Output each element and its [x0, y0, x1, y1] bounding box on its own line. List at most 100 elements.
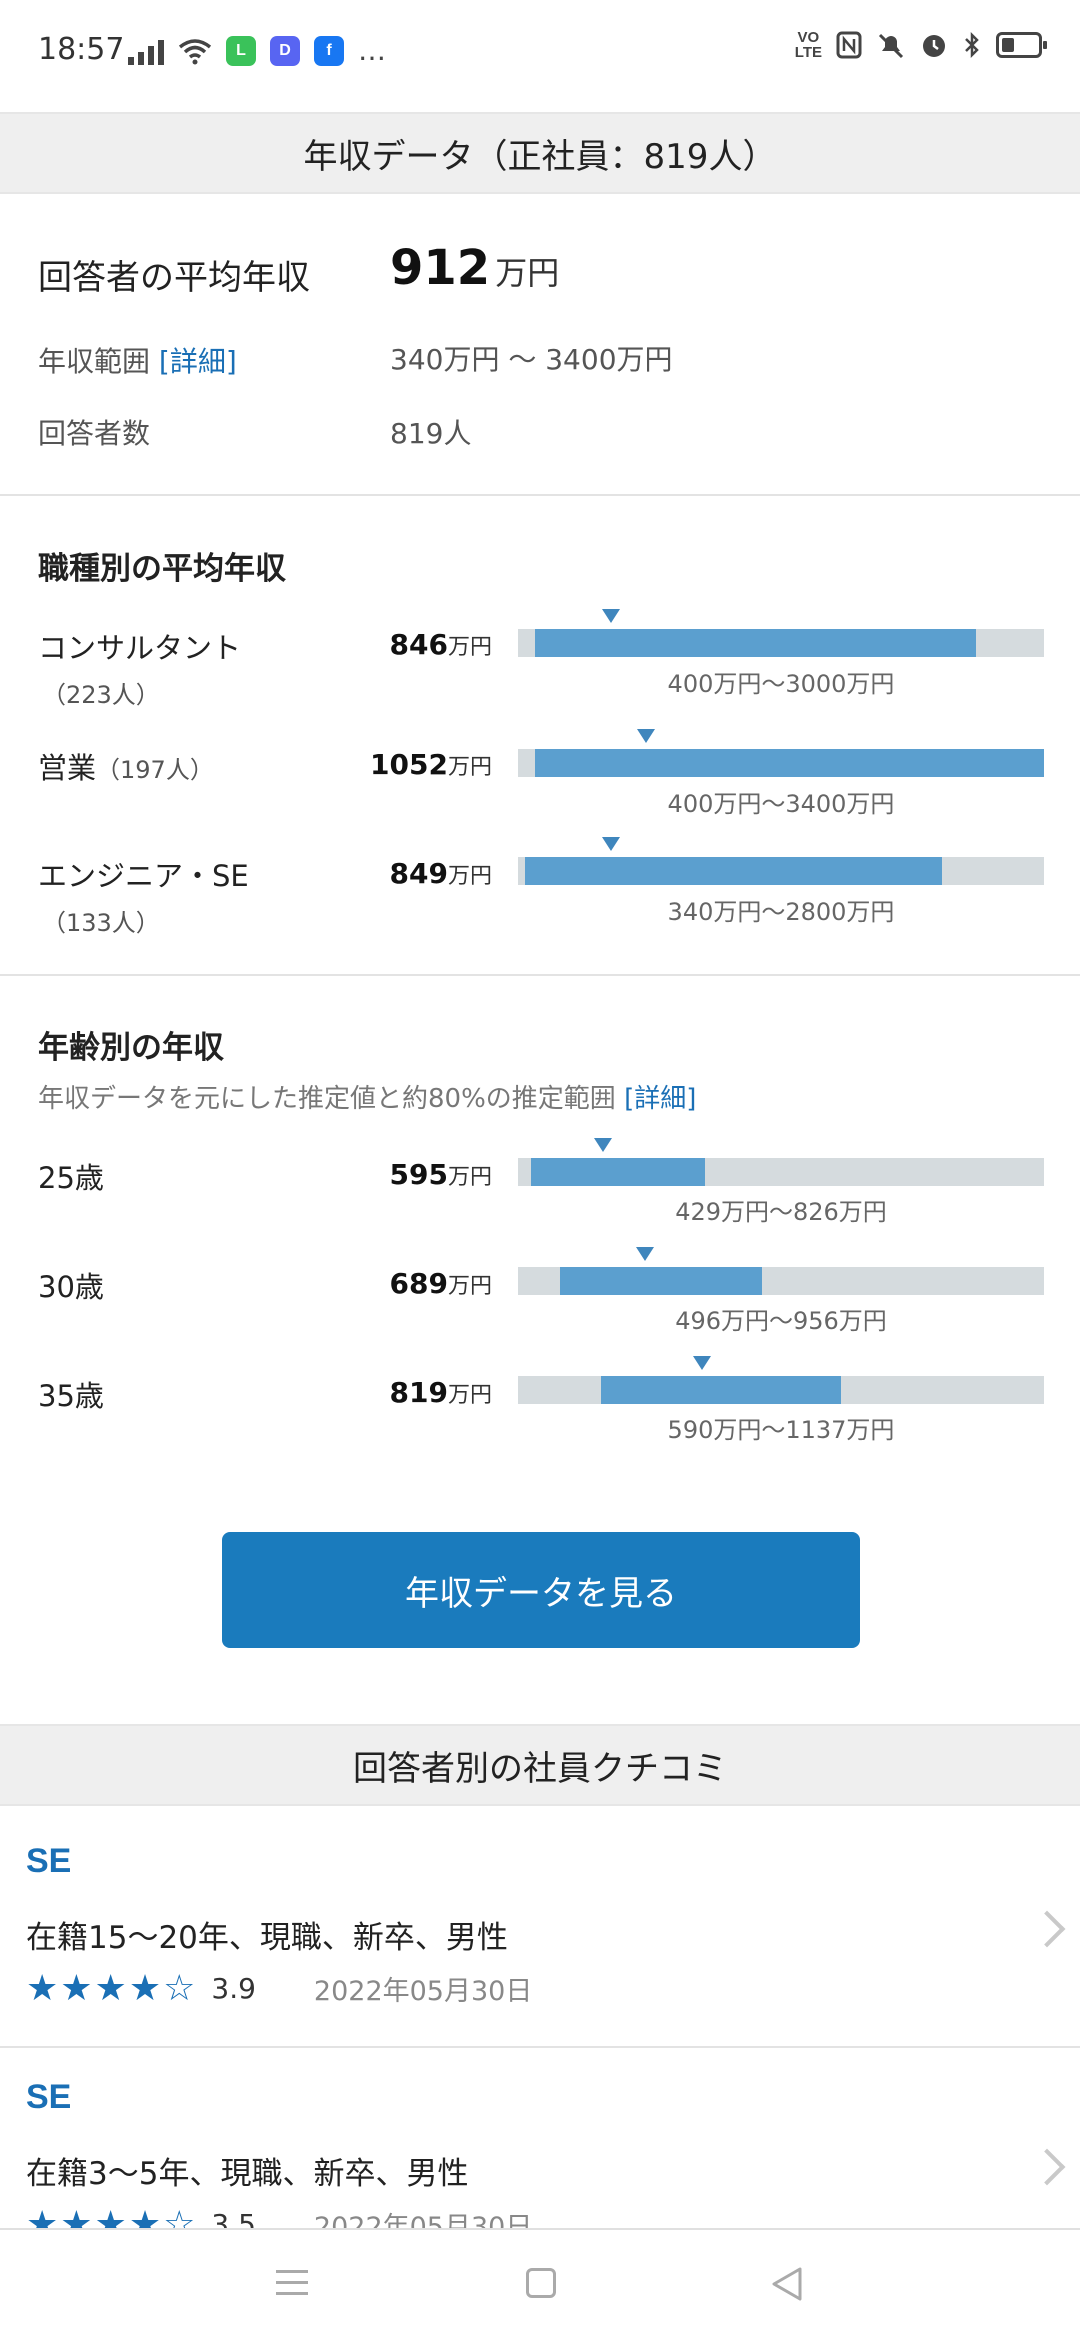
job-avg-value: 846万円 [322, 628, 492, 661]
volte-icon: VO LTE [794, 29, 822, 61]
job-avg-unit: 万円 [447, 635, 492, 660]
job-section-title: 職種別の平均年収 [38, 551, 286, 587]
more-notifications-icon: … [358, 34, 386, 67]
review-role: SE [26, 1842, 72, 1880]
status-right-icons: VO LTE [794, 29, 1047, 61]
job-average-marker-icon [601, 609, 620, 623]
respondent-count-label: 回答者数 [38, 417, 151, 450]
job-name: エンジニア・SE [38, 859, 249, 893]
line-icon: L [226, 35, 256, 66]
avg-salary-number: 912 [390, 240, 491, 296]
review-description: 在籍3〜5年、現職、新卒、男性 [26, 2156, 469, 2192]
recent-apps-icon[interactable] [276, 2270, 308, 2303]
status-bar: 18:57 L D f … VO LTE [0, 0, 1080, 110]
reviews-header-title: 回答者別の社員クチコミ [353, 1748, 727, 1789]
job-range-label: 400万円〜3400万円 [667, 790, 895, 818]
job-avg-number: 846 [389, 628, 448, 661]
back-icon[interactable] [770, 2266, 804, 2302]
age-range-bar [518, 1356, 1044, 1404]
chevron-right-icon [1028, 1910, 1066, 1948]
avg-salary-value: 912 万円 [390, 240, 559, 296]
review-date: 2022年05月30日 [313, 2212, 533, 2228]
review-meta: ★★★★☆ 3.5 2022年05月30日 [26, 2204, 532, 2228]
rating-stars-icon: ★★★★☆ [26, 1968, 198, 2009]
salary-range-label: 年収範囲 [詳細] [38, 340, 237, 380]
job-range-bar [518, 729, 1044, 777]
age-range-fill [601, 1376, 842, 1404]
job-avg-value: 849万円 [322, 857, 492, 890]
chevron-right-icon [1028, 2148, 1066, 2186]
age-label: 30歳 [38, 1270, 104, 1304]
review-meta: ★★★★☆ 3.9 2022年05月30日 [26, 1968, 532, 2009]
age-avg-unit: 万円 [447, 1274, 492, 1299]
age-label: 35歳 [38, 1379, 104, 1413]
age-label: 25歳 [38, 1161, 104, 1195]
rating-stars-icon: ★★★★☆ [26, 2204, 198, 2228]
job-avg-unit: 万円 [447, 864, 492, 889]
salary-range-value: 340万円 〜 3400万円 [390, 343, 673, 376]
status-left-icons: L D f … [128, 34, 386, 67]
home-icon[interactable] [526, 2268, 556, 2298]
age-average-marker-icon [692, 1356, 711, 1370]
age-avg-value: 819万円 [322, 1376, 492, 1409]
age-range-bar [518, 1138, 1044, 1186]
divider [0, 974, 1080, 976]
job-avg-unit: 万円 [447, 755, 492, 780]
job-range-fill [534, 629, 977, 657]
alarm-icon [923, 35, 945, 57]
age-range-fill [560, 1267, 762, 1295]
respondent-count-value: 819人 [390, 417, 472, 450]
review-item[interactable]: SE 在籍3〜5年、現職、新卒、男性 ★★★★☆ 3.5 2022年05月30日 [0, 2048, 1080, 2228]
job-range-fill [534, 749, 1044, 777]
review-rating: 3.9 [211, 1972, 256, 2005]
age-section-subtitle: 年収データを元にした推定値と約80%の推定範囲 [詳細] [38, 1078, 696, 1115]
nfc-icon [836, 31, 862, 59]
salary-range-label-text: 年収範囲 [38, 345, 159, 378]
divider [0, 494, 1080, 496]
job-range-bar [518, 609, 1044, 657]
wifi-icon [178, 38, 212, 64]
job-count: （197人） [96, 756, 214, 784]
review-rating: 3.5 [211, 2208, 256, 2228]
mute-icon [878, 33, 904, 59]
job-avg-number: 1052 [370, 748, 448, 781]
review-description: 在籍15〜20年、現職、新卒、男性 [26, 1920, 508, 1956]
job-range-fill [524, 857, 943, 885]
age-range-label: 590万円〜1137万円 [667, 1416, 895, 1444]
signal-icon [128, 37, 164, 65]
discord-icon: D [270, 35, 300, 66]
facebook-icon: f [314, 35, 344, 66]
job-count: （133人） [42, 909, 160, 937]
avg-salary-unit: 万円 [495, 254, 560, 292]
divider [0, 2046, 1080, 2048]
age-subtitle-text: 年収データを元にした推定値と約80%の推定範囲 [38, 1084, 625, 1114]
review-role: SE [26, 2078, 72, 2116]
review-item[interactable]: SE 在籍15〜20年、現職、新卒、男性 ★★★★☆ 3.9 2022年05月3… [0, 1810, 1080, 2046]
battery-icon [996, 32, 1047, 58]
age-range-bar [518, 1247, 1044, 1295]
view-salary-data-button[interactable]: 年収データを見る [222, 1532, 860, 1648]
job-avg-number: 849 [389, 857, 448, 890]
view-salary-data-label: 年収データを見る [405, 1573, 677, 1614]
salary-range-detail-link[interactable]: [詳細] [158, 345, 237, 378]
job-avg-value: 1052万円 [322, 748, 492, 781]
clock: 18:57 [38, 32, 125, 67]
age-avg-number: 595 [389, 1158, 448, 1191]
job-range-label: 400万円〜3000万円 [667, 670, 895, 698]
system-nav-bar [0, 2228, 1080, 2340]
age-detail-link[interactable]: [詳細] [624, 1084, 697, 1114]
job-name-with-count: 営業（197人） [38, 745, 214, 787]
age-avg-number: 819 [389, 1376, 448, 1409]
review-date: 2022年05月30日 [313, 1976, 533, 2007]
job-average-marker-icon [636, 729, 655, 743]
avg-salary-label: 回答者の平均年収 [38, 258, 310, 298]
job-range-bar [518, 837, 1044, 885]
age-range-label: 496万円〜956万円 [675, 1307, 887, 1335]
reviews-section-header: 回答者別の社員クチコミ [0, 1724, 1080, 1806]
age-avg-value: 595万円 [322, 1158, 492, 1191]
job-range-label: 340万円〜2800万円 [667, 898, 895, 926]
job-count: （223人） [42, 681, 160, 709]
job-name: コンサルタント [38, 631, 242, 665]
job-name: 営業 [38, 751, 97, 785]
age-avg-unit: 万円 [447, 1383, 492, 1408]
